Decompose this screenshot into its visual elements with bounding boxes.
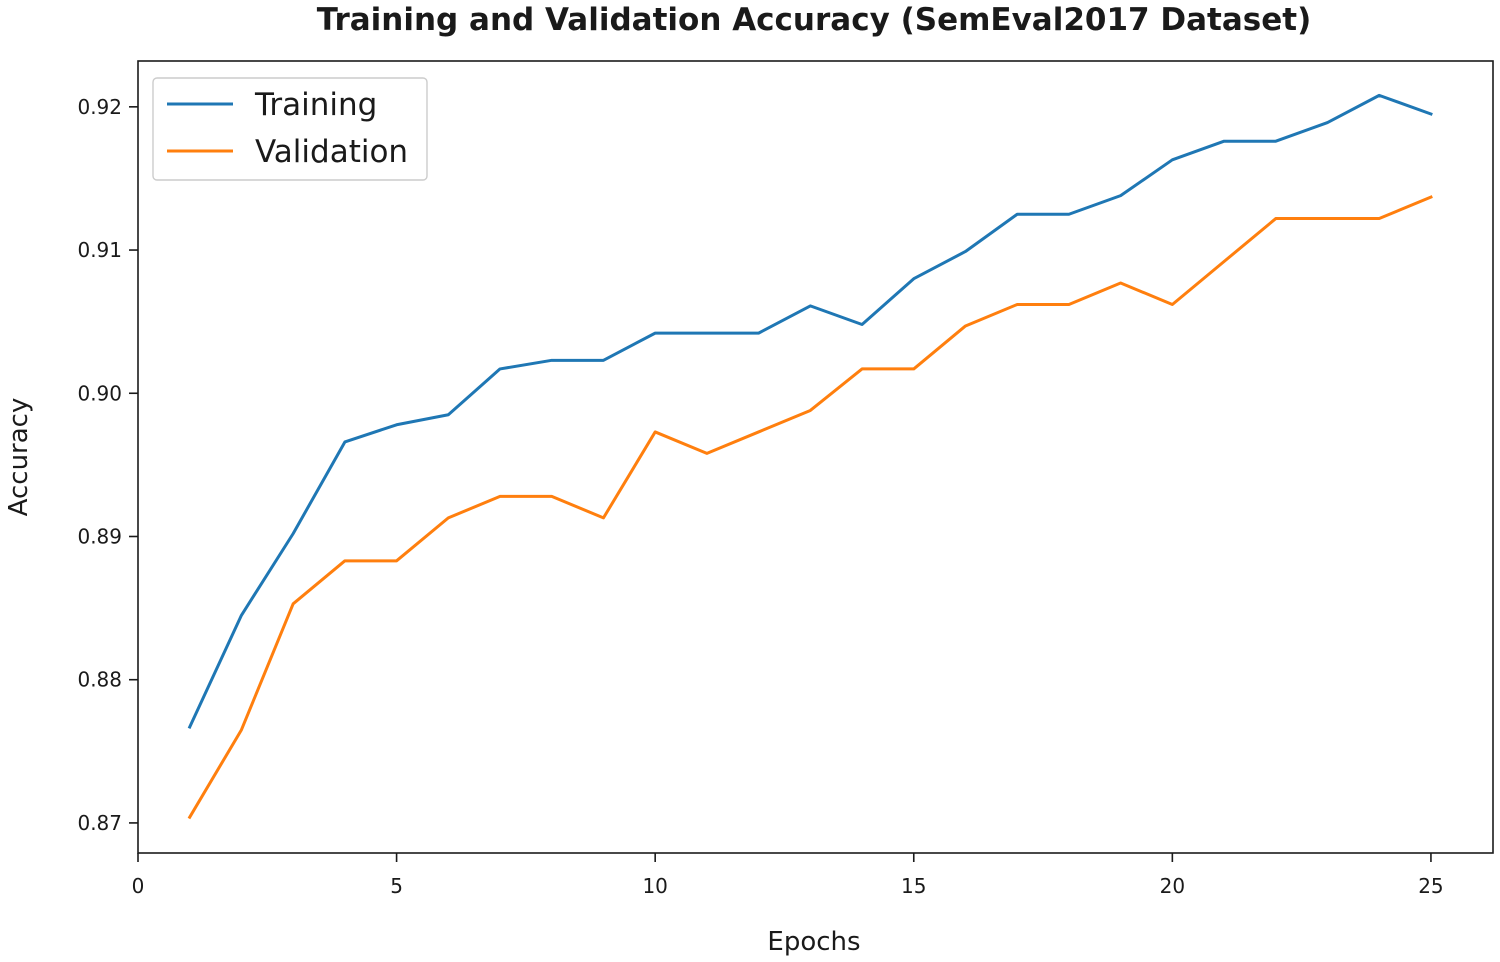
x-tick-label: 5 — [390, 874, 403, 898]
x-tick-label: 0 — [132, 874, 145, 898]
y-tick-label: 0.92 — [77, 95, 122, 119]
lines-layer — [187, 93, 1433, 820]
series-line-training — [187, 93, 1433, 729]
chart-title: Training and Validation Accuracy (SemEva… — [317, 2, 1312, 38]
series-line-validation — [187, 195, 1433, 820]
x-axis-label: Epochs — [767, 927, 860, 957]
plot-frame — [137, 60, 1494, 854]
y-tick-label: 0.89 — [77, 524, 122, 548]
y-tick-label: 0.88 — [77, 668, 122, 692]
legend-label-training: Training — [254, 87, 377, 123]
y-tick-label: 0.87 — [77, 811, 122, 835]
y-tick-label: 0.91 — [77, 238, 122, 262]
x-tick-label: 10 — [642, 874, 667, 898]
x-tick-label: 20 — [1160, 874, 1185, 898]
y-tick-label: 0.90 — [77, 381, 122, 405]
ticks-layer: 0 5 10 15 20 25 0.87 0.88 0.89 0.90 0.91 0.92 — [77, 95, 1443, 898]
x-tick-label: 25 — [1418, 874, 1443, 898]
legend: Training Validation — [152, 77, 428, 181]
y-axis-label: Accuracy — [4, 398, 34, 517]
x-tick-label: 15 — [901, 874, 926, 898]
legend-label-validation: Validation — [255, 134, 408, 170]
